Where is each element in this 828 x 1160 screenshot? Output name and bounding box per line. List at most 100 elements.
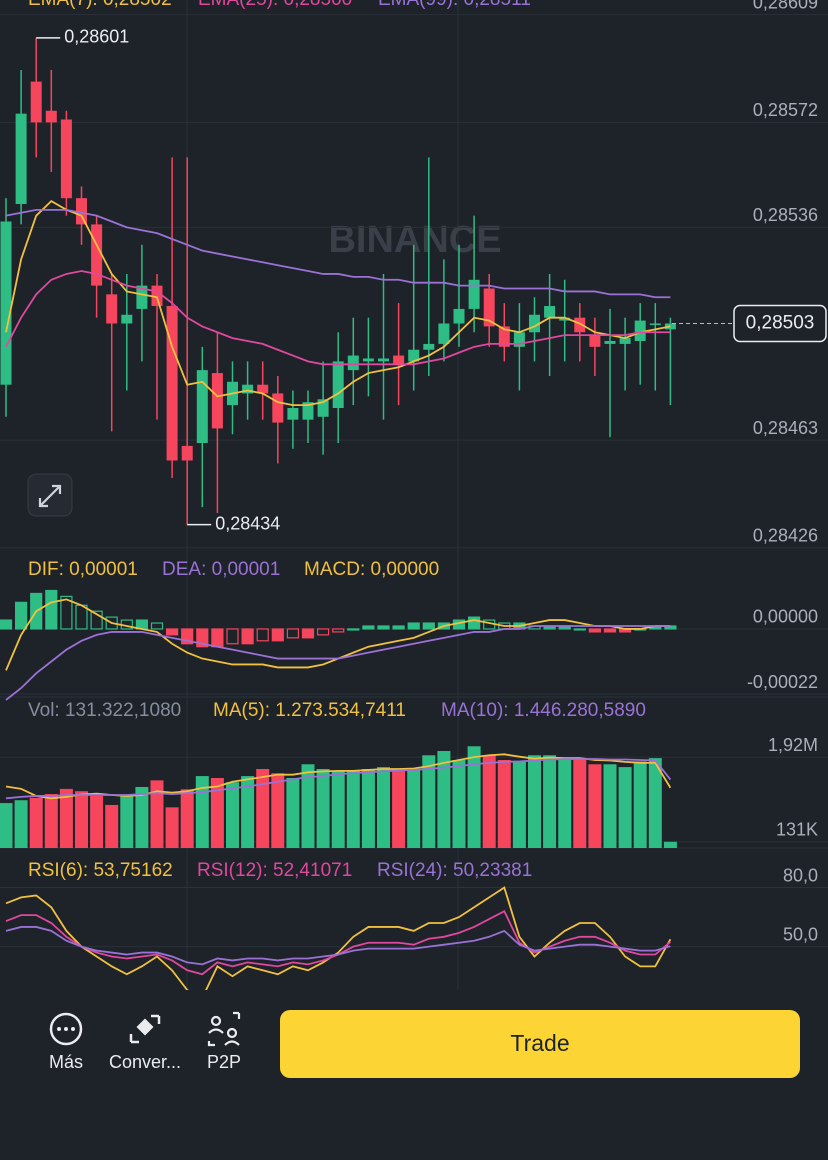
- legend-entry: DEA: 0,00001: [162, 559, 280, 580]
- volume-bar: [0, 803, 13, 848]
- volume-bar: [482, 755, 496, 848]
- candle-body: [45, 110, 57, 123]
- candle-body: [393, 355, 405, 365]
- candle-body: [242, 384, 254, 394]
- volume-bar: [90, 795, 104, 848]
- candle-body: [589, 335, 601, 347]
- volume-bar: [377, 767, 390, 848]
- volume-bar: [301, 764, 315, 848]
- candle-body: [272, 393, 284, 423]
- volume-bar: [256, 768, 270, 848]
- candle-body: [513, 332, 525, 347]
- current-price-box: [733, 304, 827, 343]
- macd-bar: [422, 622, 435, 630]
- candle-body: [151, 285, 163, 307]
- candle-body: [196, 370, 208, 443]
- trade-label[interactable]: Trade: [510, 1030, 569, 1056]
- volume-bar: [286, 777, 300, 848]
- volume-bar: [105, 804, 119, 848]
- volume-bar: [603, 764, 617, 848]
- candle-body: [619, 338, 631, 344]
- volume-bar: [165, 807, 179, 848]
- macd-bar: [15, 601, 28, 630]
- macd-bar: [468, 616, 481, 630]
- indicator-line: [5, 199, 671, 407]
- macd-bar: [0, 619, 13, 630]
- candle-body: [362, 358, 374, 362]
- volume-bar: [633, 761, 647, 848]
- indicator-line: [5, 208, 671, 299]
- trade-button[interactable]: Trade: [280, 1010, 800, 1078]
- indicator-line: [5, 926, 671, 966]
- volume-bar: [588, 764, 602, 848]
- volume-bar: [361, 768, 375, 848]
- candle-body: [136, 285, 148, 309]
- toolbar-label[interactable]: P2P: [207, 1052, 241, 1072]
- macd-bar: [90, 610, 103, 630]
- volume-bar: [497, 760, 511, 848]
- macd-bar: [226, 628, 239, 645]
- volume-bar: [407, 768, 421, 848]
- candle-body: [121, 314, 133, 324]
- candle-body: [544, 306, 556, 318]
- low-label: 0,28434: [215, 513, 280, 533]
- candle-body: [211, 373, 223, 429]
- volume-bar: [331, 770, 345, 848]
- macd-bar: [166, 628, 179, 636]
- macd-bar: [256, 628, 269, 642]
- y-tick-label: 0,28536: [753, 205, 818, 225]
- volume-bar: [120, 795, 134, 848]
- candle-body: [30, 81, 42, 123]
- watermark: BINANCE: [328, 219, 501, 261]
- macd-bar: [196, 628, 209, 648]
- legend-entry: MACD: 0,00000: [304, 559, 439, 580]
- candle-body: [483, 288, 495, 327]
- legend-entry: RSI(6): 53,75162: [28, 860, 173, 881]
- macd-bar: [271, 628, 284, 642]
- toolbar-label[interactable]: Más: [49, 1052, 83, 1072]
- more-icon[interactable]: [49, 1012, 83, 1046]
- candle-body: [408, 349, 420, 362]
- volume-bar: [226, 782, 239, 848]
- volume-bar: [543, 755, 557, 848]
- indicator-line: [5, 886, 672, 990]
- y-tick-label: 131K: [776, 820, 818, 840]
- candle-body: [453, 308, 465, 324]
- volume-bar: [150, 780, 164, 848]
- y-tick-label: 0,28609: [753, 0, 818, 12]
- candle-body: [0, 221, 12, 385]
- volume-bar: [29, 797, 43, 848]
- volume-bar: [75, 791, 88, 848]
- candle-body: [15, 113, 27, 205]
- y-tick-label: -0,00022: [747, 672, 818, 692]
- macd-bar: [317, 628, 330, 636]
- rsi-lines: [5, 886, 672, 990]
- volume-bar: [59, 788, 73, 848]
- expand-button[interactable]: [27, 473, 73, 517]
- candle-body: [604, 340, 616, 344]
- candle-body: [574, 317, 586, 333]
- p2p-icon[interactable]: [207, 1011, 241, 1047]
- candle-body: [106, 294, 118, 324]
- high-label: 0,28601: [64, 27, 129, 47]
- volume-bar: [512, 761, 526, 848]
- toolbar: Más Conver... P2P Trade: [0, 990, 828, 1160]
- candle-body: [91, 224, 103, 286]
- macd-bar: [60, 595, 73, 630]
- volume-bar: [422, 755, 436, 848]
- y-tick-label: 0,28463: [753, 418, 818, 438]
- volume-bar: [14, 800, 28, 848]
- legend-entry: RSI(12): 52,41071: [197, 860, 352, 881]
- volume-bar: [135, 786, 149, 848]
- volume-bar: [558, 758, 572, 848]
- candle-body: [332, 361, 344, 409]
- toolbar-label[interactable]: Conver...: [109, 1052, 181, 1072]
- candle-body: [559, 317, 571, 321]
- macd-bar: [407, 622, 420, 630]
- volume-bar: [573, 760, 587, 848]
- macd-bar: [362, 625, 375, 630]
- plots: 0,28609 0,28572 0,28536 0,28463 0,28426 EMA(7…: [0, 0, 828, 990]
- current-price-label: 0,28503: [746, 313, 815, 334]
